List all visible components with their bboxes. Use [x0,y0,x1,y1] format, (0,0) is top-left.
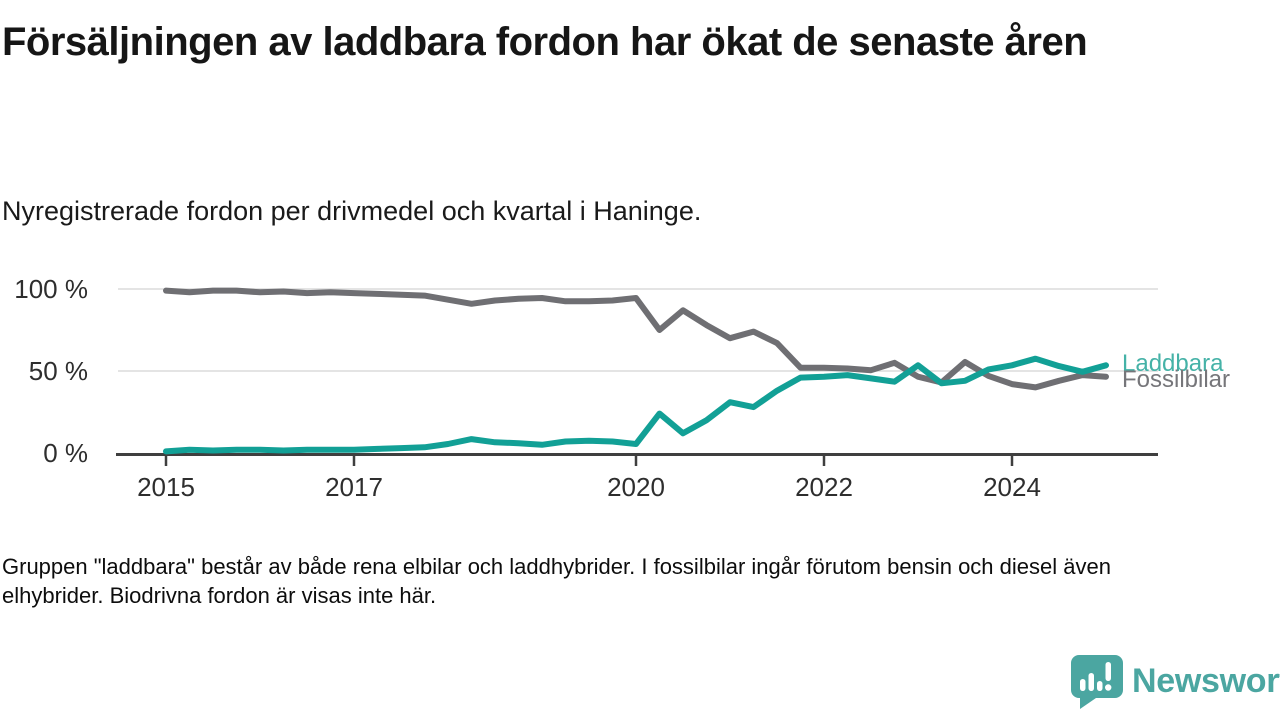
series-label-laddbara: Laddbara [1122,350,1224,377]
x-axis-label-2020: 2020 [607,472,665,502]
chart-footnote: Gruppen "laddbara" består av både rena e… [2,554,1111,608]
newsworthy-speech-bubble-bar-chart-icon [1071,655,1123,709]
x-axis-label-2017: 2017 [325,472,383,502]
newsworthy-logo: Newsworthy [1068,654,1280,709]
line-chart-canvas: 100 % 50 % 0 % 2015 2017 2020 2022 2024 [14,274,1158,502]
x-axis-label-2022: 2022 [795,472,853,502]
y-axis-label-0: 0 % [43,438,88,468]
chart-title: Försäljningen av laddbara fordon har öka… [2,20,1088,64]
line-chart: 100 % 50 % 0 % 2015 2017 2020 2022 2024 [0,258,1280,518]
y-axis-label-50: 50 % [29,356,88,386]
y-axis-label-100: 100 % [14,274,88,304]
series-label-fossilbilar: Fossilbilar [1122,366,1231,393]
x-axis-label-2015: 2015 [137,472,195,502]
line-fossilbilar [163,287,1109,391]
newsworthy-logo-text: Newsworthy [1132,662,1280,700]
line-laddbara [163,355,1109,455]
chart-subtitle: Nyregistrerade fordon per drivmedel och … [2,196,702,226]
x-axis-label-2024: 2024 [983,472,1041,502]
